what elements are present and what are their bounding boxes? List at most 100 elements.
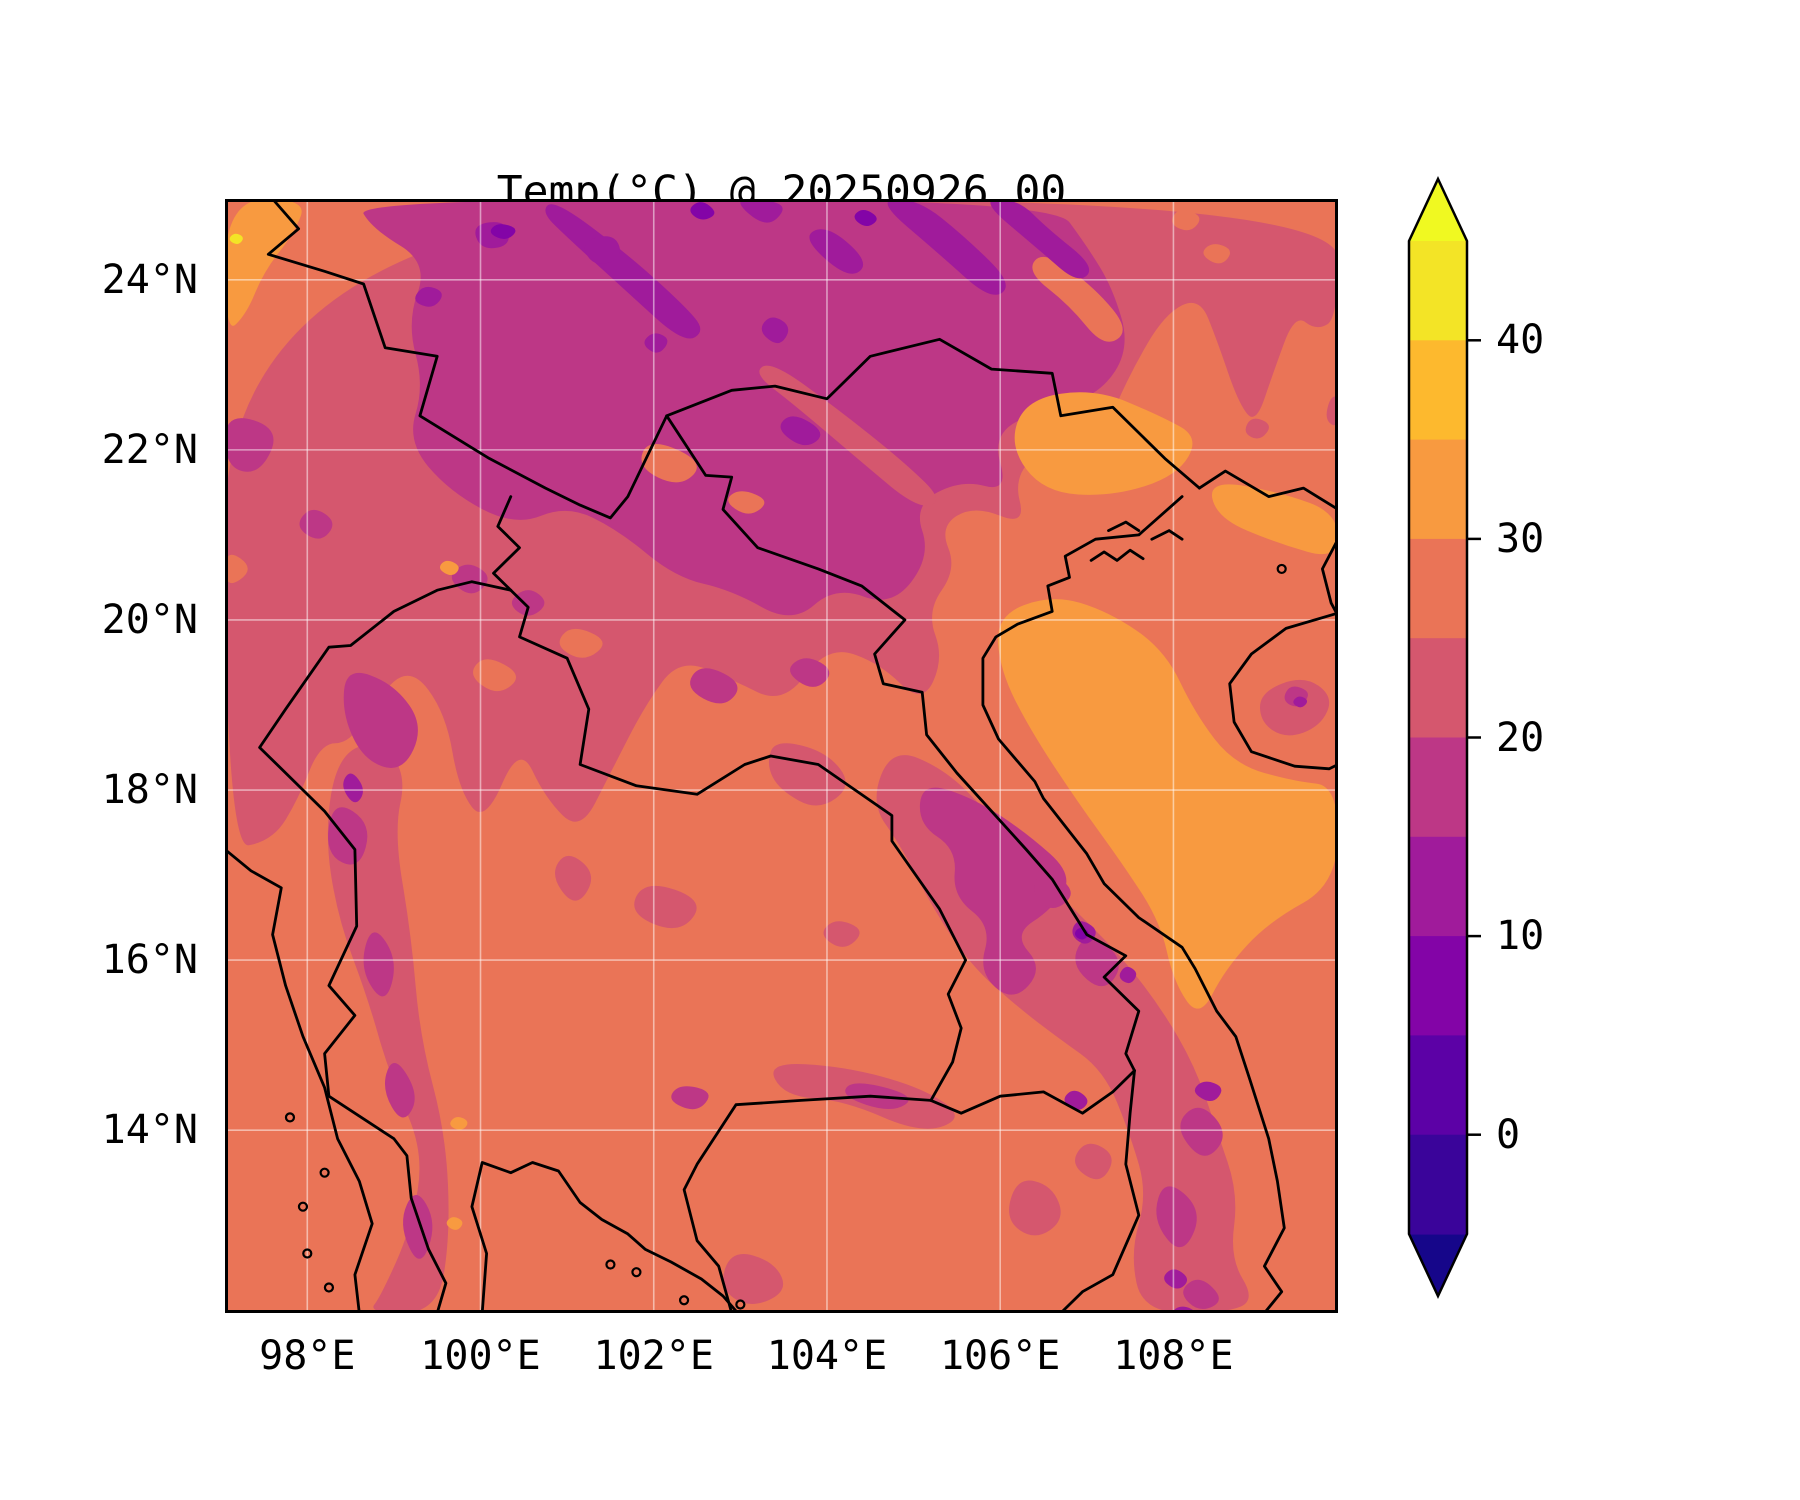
contour-region-warm-dot-2 [446, 1217, 463, 1230]
contour-region-nwthai-3 [363, 932, 394, 997]
contour-region-violet-dot-3 [854, 210, 877, 227]
border-halong-islets-3 [1107, 520, 1141, 532]
contour-region-hainan-center [1260, 679, 1330, 736]
colorbar-under-arrow [1409, 1234, 1467, 1296]
contour-region-tl-corner-warm [225, 199, 302, 326]
x-tick-label: 98°E [259, 1333, 356, 1379]
border-gulf-of-thailand-coast [470, 1161, 740, 1313]
colorbar-graphic [1407, 176, 1481, 1299]
island-speck [323, 1282, 335, 1293]
contour-region-edge-dot-2 [1245, 418, 1269, 439]
contour-region-cardamom [723, 1254, 784, 1304]
border-thailand-cambodia-border [682, 1094, 933, 1313]
contour-region-se-spot-1 [1009, 1180, 1061, 1236]
contour-region-blob-5 [761, 317, 789, 344]
contour-region-se-spot-2 [1075, 1143, 1112, 1180]
contour-region-phetchabun [555, 855, 592, 901]
contour-region-shan-edge [225, 418, 274, 472]
y-tick-label: 20°N [101, 596, 198, 643]
colorbar-bin-5-10 [1409, 936, 1467, 1036]
x-tick-label: 106°E [939, 1333, 1061, 1379]
island-speck [605, 1259, 616, 1270]
colorbar-bin-20-25 [1409, 638, 1467, 739]
contour-region-blob-3 [415, 286, 442, 307]
contour-region-nwviet-valley-1 [641, 443, 697, 483]
colorbar-bin-0-5 [1409, 1035, 1467, 1136]
colorbar-bin-40-45 [1409, 241, 1467, 341]
contour-region-hainan-cold-dot [1293, 696, 1308, 708]
border-halong-islets-1 [1089, 548, 1145, 562]
x-tick-label: 104°E [766, 1333, 888, 1379]
contour-region-nthai-valley-2 [559, 628, 603, 658]
contour-region-streak-4 [809, 229, 864, 274]
contour-region-shighland-3 [1183, 1279, 1219, 1310]
border-halong-islets-2 [1150, 529, 1184, 541]
map-frame [225, 199, 1338, 1313]
x-tick-label: 108°E [1113, 1333, 1234, 1379]
border-thailand-laos-border [509, 588, 967, 1102]
contour-region-blob-4 [740, 199, 783, 223]
colorbar-bin-15-20 [1409, 737, 1467, 838]
border-myanmar-coast [225, 848, 374, 1313]
temperature-contour-map [225, 199, 1338, 1313]
border-thailand-myanmar-border [258, 580, 513, 1313]
contour-region-streak-3 [990, 199, 1090, 279]
contour-region-nwviet-valley-2 [728, 491, 765, 514]
contour-region-shighland-1 [1156, 1186, 1197, 1248]
contour-region-tonkin-sea-warm [997, 599, 1338, 1009]
colorbar-tick-label: 30 [1496, 515, 1545, 562]
colorbar-over-arrow [1409, 179, 1467, 241]
contour-region-dangrek-dot-1 [671, 1086, 709, 1110]
contour-region-necorner-dot-2 [1203, 244, 1231, 264]
y-tick-label: 16°N [101, 937, 198, 984]
colorbar-bin--5-0 [1409, 1134, 1467, 1235]
colorbar-bin-30-35 [1409, 439, 1467, 540]
contour-region-streak-2 [887, 199, 1006, 295]
contour-region-nwthai-cold [343, 773, 363, 803]
contour-region-necorner-dot-1 [1172, 210, 1200, 231]
contour-region-blob-1 [584, 236, 621, 264]
contour-region-yunnan-mass [363, 199, 1125, 616]
contour-region-nwthai-4 [384, 1063, 415, 1118]
border-vietnam-coast [981, 495, 1286, 1313]
contour-region-guangxi-diag [1032, 256, 1123, 342]
island-speck [1276, 563, 1287, 575]
contour-region-shighland-cold-1 [1194, 1081, 1222, 1102]
contour-region-hot-speck [229, 233, 243, 245]
island-speck [631, 1267, 642, 1278]
border-leizhou-coast [1321, 537, 1338, 618]
contour-region-streak-1 [545, 204, 701, 339]
contour-region-shan-dot-3 [511, 590, 545, 616]
y-tick-label: 22°N [101, 426, 198, 473]
colorbar-tick-label: 20 [1496, 714, 1545, 761]
contour-region-guangxi-coast-warm [1211, 484, 1338, 555]
y-tick-label: 14°N [101, 1107, 198, 1154]
contour-region-warm-dot-1 [450, 1116, 468, 1130]
colorbar-bin-35-40 [1409, 340, 1467, 441]
contour-region-shighland-cold-2 [1164, 1269, 1188, 1289]
contour-region-slaos-mass [919, 787, 1067, 995]
border-myanmar-laos-border [492, 495, 521, 592]
island-speck [678, 1295, 690, 1306]
border-cambodia-laos-border [929, 1069, 1136, 1115]
map-plot-area [225, 199, 1338, 1313]
contour-region-left-edge-blob [225, 554, 248, 584]
contour-region-west-range-band [327, 744, 449, 1313]
contour-region-annamite-dot-1 [1034, 872, 1071, 908]
border-china-border [266, 199, 1201, 520]
x-tick-label: 100°E [420, 1333, 541, 1379]
colorbar-tick-label: 10 [1496, 913, 1545, 960]
contour-region-violet-dot-2 [690, 202, 715, 220]
contour-region-nwthai-1 [343, 672, 418, 768]
island-speck [319, 1167, 330, 1178]
contour-region-khorat-dot [823, 921, 860, 947]
colorbar-bin-25-30 [1409, 538, 1467, 639]
contour-region-shighland-2 [1180, 1107, 1223, 1156]
colorbar [1406, 165, 1484, 1305]
border-laos-vietnam-border [665, 414, 1141, 1072]
contour-region-shan-dot-2 [451, 564, 488, 594]
island-speck [302, 1248, 313, 1259]
island-speck [284, 1112, 296, 1123]
colorbar-bin-10-15 [1409, 836, 1467, 937]
